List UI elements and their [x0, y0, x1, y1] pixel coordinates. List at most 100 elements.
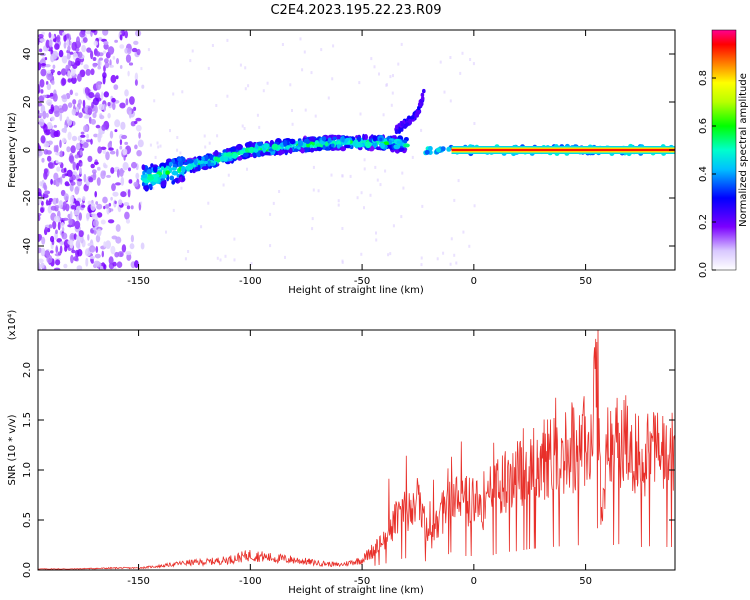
spectrogram-cell — [402, 186, 405, 190]
spectrogram-cell — [207, 201, 210, 205]
spectrogram-cell — [110, 74, 117, 84]
spectrogram-cell — [134, 120, 138, 124]
x-tick-label: 0 — [471, 276, 477, 287]
spectrogram-cell — [45, 39, 50, 49]
spectrogram-cell — [214, 150, 219, 157]
spectrogram-cell — [38, 48, 43, 53]
spectrogram-cell — [70, 205, 76, 210]
spectrogram-cell — [95, 234, 101, 243]
spectrogram-cell — [71, 76, 77, 85]
spectrogram-cell — [90, 118, 97, 125]
spectrogram-cell — [127, 189, 131, 198]
spectrogram-cell — [96, 203, 103, 210]
spectrogram-cell — [116, 58, 119, 65]
spectrogram-cell — [87, 155, 93, 163]
spectrogram-cell — [77, 73, 82, 82]
spectrogram-cell — [85, 257, 89, 267]
spectrogram-cell — [90, 68, 95, 76]
spectrogram-cell — [340, 146, 347, 152]
spectrogram-cell — [379, 137, 383, 141]
spectrogram-cell — [109, 130, 114, 139]
spectrogram-cell — [93, 133, 98, 138]
spectrogram-cell — [312, 188, 315, 192]
spectrogram-cell — [93, 40, 99, 46]
spectrogram-cell — [233, 237, 236, 241]
spectrogram-cell — [378, 72, 380, 76]
spectrogram-cell — [349, 174, 352, 178]
y-tick-label: -20 — [22, 190, 33, 206]
spectrogram-cell — [113, 84, 119, 90]
spectrogram-cell — [174, 177, 179, 183]
spectrogram-cell — [92, 219, 99, 227]
spectrogram-cell — [449, 262, 452, 266]
spectrogram-cell — [43, 123, 48, 133]
spectrogram-cell — [40, 63, 47, 66]
spectrogram-cell — [152, 187, 155, 190]
spectrogram-cell — [189, 59, 192, 63]
spectrogram-cell — [48, 39, 53, 48]
spectrogram-y-label: Frequency (Hz) — [7, 112, 18, 188]
y-tick-label: -40 — [22, 238, 33, 254]
colorbar-gradient — [711, 29, 737, 271]
spectrogram-cell — [159, 144, 162, 148]
spectrogram-cell — [400, 122, 405, 127]
spectrogram-cell — [291, 122, 294, 126]
spectrogram-cell — [57, 221, 61, 231]
snr-multiplier: (x10⁴) — [7, 310, 18, 341]
spectrogram-cell — [61, 137, 67, 144]
spectrogram-cell — [191, 49, 194, 53]
spectrogram-cell — [330, 173, 333, 177]
spectrogram-cell — [449, 99, 452, 103]
spectrogram-cell — [67, 45, 71, 52]
spectrogram-cell — [392, 74, 394, 78]
spectrogram-cell — [160, 166, 165, 171]
spectrogram-cell — [379, 183, 382, 187]
spectrogram-cell — [315, 143, 323, 147]
snr-panel: -150 -100 -50 0 50 0.0 0.5 1.0 1.5 2.0 Height of… — [7, 310, 676, 596]
spectrogram-cell — [269, 244, 272, 248]
spectrogram-cell — [179, 161, 184, 166]
spectrogram-cell — [417, 105, 421, 111]
spectrogram-cell — [184, 257, 187, 261]
spectrogram-cell — [146, 169, 153, 175]
spectrogram-cell — [473, 204, 476, 208]
spectrogram-cell — [204, 154, 209, 161]
spectrogram-cell — [44, 57, 48, 61]
spectrogram-cell — [461, 51, 464, 55]
spectrogram-cell — [66, 53, 71, 60]
spectrogram-cell — [362, 133, 366, 141]
spectrogram-cell — [215, 104, 218, 107]
spectrogram-cell — [244, 87, 247, 91]
spectrogram-cell — [134, 72, 139, 82]
spectrogram-cell — [56, 166, 61, 172]
spectrogram-cell — [44, 63, 51, 68]
spectrogram-cell — [128, 110, 132, 119]
spectrogram-cell — [453, 253, 456, 257]
spectrogram-cell — [449, 56, 452, 59]
spectrogram-cell — [119, 138, 123, 146]
spectrogram-cell — [207, 160, 212, 167]
spectrogram-cell — [246, 167, 248, 171]
spectrogram-x-axis: -150 -100 -50 0 50 — [127, 30, 592, 287]
spectrogram-cell — [41, 31, 45, 35]
spectrogram-cell — [50, 53, 55, 63]
spectrogram-cell — [179, 151, 182, 155]
spectrogram-cell — [89, 255, 95, 260]
spectrogram-cell — [341, 227, 344, 230]
spectrogram-cell — [73, 233, 77, 240]
spectrogram-cell — [172, 92, 175, 96]
spectrogram-cell — [92, 97, 99, 106]
spectrogram-cell — [369, 193, 372, 197]
spectrogram-cell — [86, 212, 90, 220]
spectrogram-cell — [101, 250, 105, 258]
spectrogram-cell — [124, 89, 129, 97]
spectrogram-cell — [203, 160, 208, 165]
spectrogram-cell — [283, 139, 288, 147]
spectrogram-cell — [50, 205, 57, 211]
spectrogram-cell — [358, 81, 361, 85]
spectrogram-cell — [427, 146, 433, 151]
spectrogram-cell — [314, 114, 317, 118]
spectrogram-cell — [85, 68, 91, 76]
spectrogram-cell — [97, 146, 102, 154]
spectrogram-cell — [141, 164, 146, 171]
